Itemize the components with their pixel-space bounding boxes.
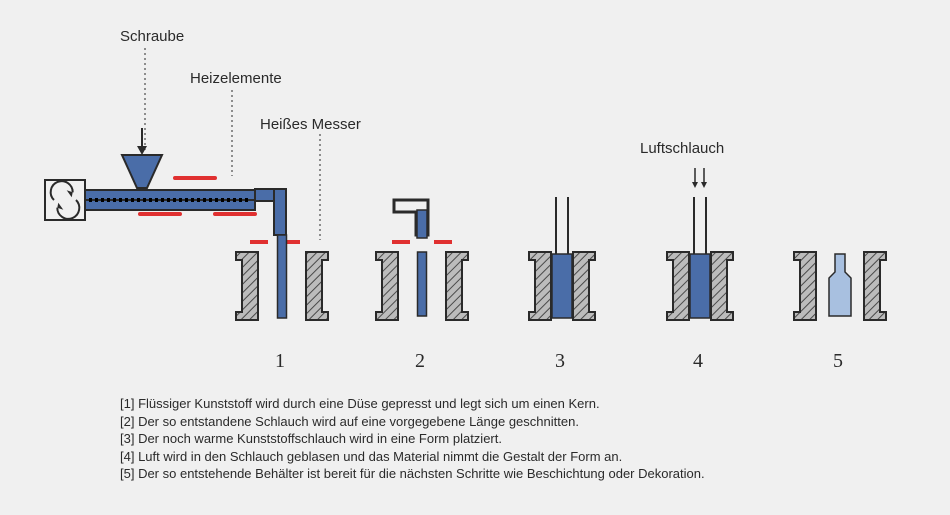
label-luftschlauch: Luftschlauch [640,140,724,157]
caption-1: [1] Flüssiger Kunststoff wird durch eine… [120,395,705,413]
label-heisses-messer: Heißes Messer [260,116,361,133]
caption-5: [5] Der so entstehende Behälter ist bere… [120,465,705,483]
label-heizelemente: Heizelemente [190,70,282,87]
stage-number: 1 [275,350,285,373]
caption-4: [4] Luft wird in den Schlauch geblasen u… [120,448,705,466]
caption-3: [3] Der noch warme Kunststoffschlauch wi… [120,430,705,448]
stage-number: 5 [833,350,843,373]
diagram-container: { "background_color": "#f0f0f0", "text_c… [0,0,950,515]
caption-2: [2] Der so entstandene Schlauch wird auf… [120,413,705,431]
stage-number: 4 [693,350,703,373]
stage-number: 2 [415,350,425,373]
label-schraube: Schraube [120,28,184,45]
stage-number: 3 [555,350,565,373]
captions: [1] Flüssiger Kunststoff wird durch eine… [120,395,705,483]
